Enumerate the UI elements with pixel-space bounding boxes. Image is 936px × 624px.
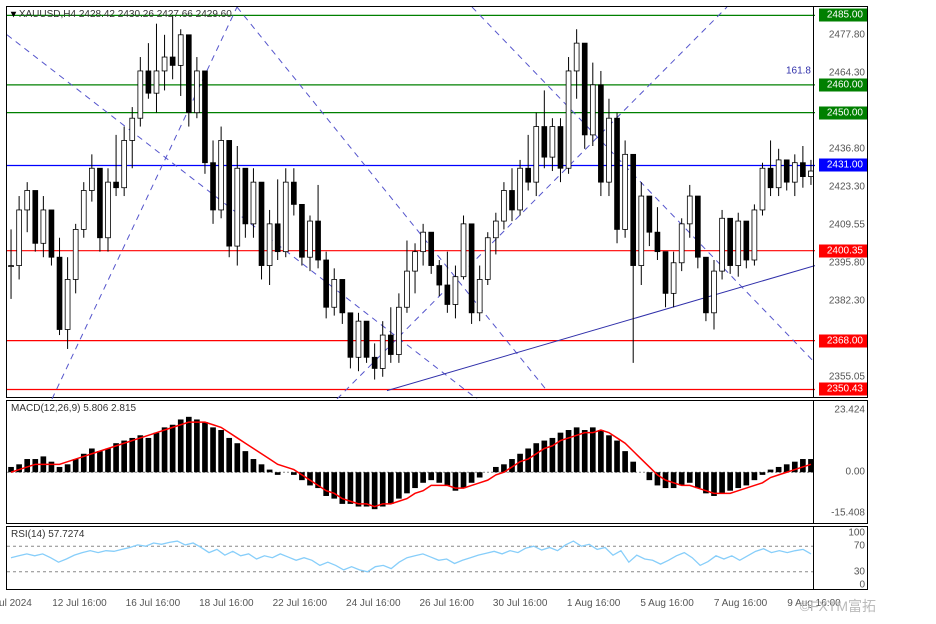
price-level: 2450.00	[819, 106, 867, 119]
macd-title: MACD(12,26,9) 5.806 2.815	[11, 403, 136, 414]
ohlc-c: 2429.60	[196, 9, 232, 20]
price-level: 2400.35	[819, 244, 867, 257]
price-level: 2431.00	[819, 159, 867, 172]
price-level: 2485.00	[819, 9, 867, 22]
x-tick: 16 Jul 16:00	[126, 598, 181, 609]
price-y-axis: 2485.00 2460.00 2450.00 2431.00 2400.35 2368.…	[813, 7, 867, 397]
price-level: 2460.00	[819, 78, 867, 91]
x-tick: 24 Jul 16:00	[346, 598, 401, 609]
y-tick: 30	[854, 566, 865, 577]
price-level: 2368.00	[819, 334, 867, 347]
y-tick: -15.408	[831, 507, 865, 518]
x-tick: 7 Aug 16:00	[714, 598, 767, 609]
ohlc-l: 2427.66	[157, 9, 193, 20]
y-tick: 2409.55	[829, 220, 865, 231]
x-tick: 12 Jul 16:00	[52, 598, 107, 609]
price-level: 2350.43	[819, 383, 867, 396]
dropdown-icon[interactable]: ▾	[11, 9, 16, 20]
y-tick: 2382.30	[829, 295, 865, 306]
y-tick: 0.00	[846, 467, 865, 478]
x-tick: 22 Jul 16:00	[273, 598, 328, 609]
rsi-title: RSI(14) 57.7274	[11, 529, 84, 540]
chart-title: ▾ XAUUSD,H4 2428.42 2430.26 2427.66 2429…	[11, 9, 232, 20]
y-tick: 70	[854, 541, 865, 552]
y-tick: 2355.05	[829, 371, 865, 382]
fib-label: 161.8	[786, 65, 811, 76]
price-plot	[7, 7, 815, 399]
x-tick: 1 Aug 16:00	[567, 598, 620, 609]
macd-y-axis: 23.424 0.00 -15.408	[813, 401, 867, 523]
x-tick: 26 Jul 16:00	[419, 598, 474, 609]
price-chart[interactable]: ▾ XAUUSD,H4 2428.42 2430.26 2427.66 2429…	[6, 6, 868, 398]
x-tick: 10 Jul 2024	[0, 598, 32, 609]
y-tick: 0	[859, 580, 865, 591]
x-tick: 18 Jul 16:00	[199, 598, 254, 609]
rsi-chart[interactable]: RSI(14) 57.7274 100 70 30 0	[6, 526, 868, 590]
x-tick: 5 Aug 16:00	[640, 598, 693, 609]
y-tick: 100	[848, 528, 865, 539]
y-tick: 23.424	[834, 405, 865, 416]
symbol-label: XAUUSD,H4	[19, 9, 76, 20]
macd-chart[interactable]: MACD(12,26,9) 5.806 2.815 23.424 0.00 -15.…	[6, 400, 868, 524]
y-tick: 2395.80	[829, 258, 865, 269]
y-tick: 2464.30	[829, 67, 865, 78]
y-tick: 2423.30	[829, 181, 865, 192]
watermark: ©FXTM富拓	[800, 596, 876, 616]
ohlc-h: 2430.26	[118, 9, 154, 20]
macd-plot	[7, 401, 815, 525]
rsi-plot	[7, 527, 815, 591]
ohlc-o: 2428.42	[79, 9, 115, 20]
x-tick: 30 Jul 16:00	[493, 598, 548, 609]
y-tick: 2477.80	[829, 30, 865, 41]
rsi-y-axis: 100 70 30 0	[813, 527, 867, 589]
time-axis: 10 Jul 202412 Jul 16:0016 Jul 16:0018 Ju…	[6, 598, 868, 622]
y-tick: 2436.80	[829, 144, 865, 155]
